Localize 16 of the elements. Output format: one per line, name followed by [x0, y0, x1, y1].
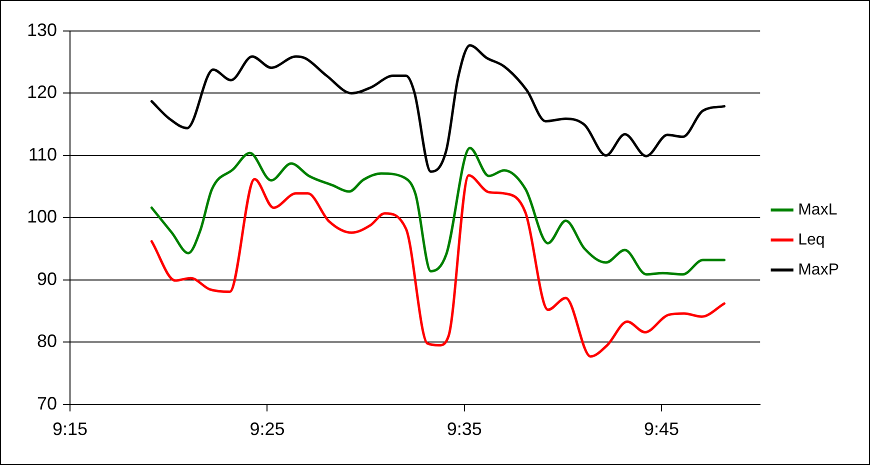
y-tick-label: 130 — [26, 20, 58, 40]
y-tick-label: 100 — [26, 206, 58, 227]
y-tick-label: 120 — [26, 82, 58, 102]
line-series — [150, 174, 726, 358]
y-tick-label: 90 — [37, 268, 58, 289]
x-tick-label: 9:25 — [250, 419, 285, 440]
y-tick-label: 80 — [37, 331, 58, 352]
x-tick-label: 9:45 — [644, 419, 680, 440]
x-tick-label: 9:15 — [52, 419, 88, 440]
legend-label: MaxP — [798, 261, 840, 278]
legend-label: MaxL — [798, 201, 838, 218]
line-series — [150, 146, 726, 276]
y-tick-label: 70 — [37, 393, 58, 414]
y-tick-label: 110 — [28, 144, 58, 164]
x-tick-label: 9:35 — [446, 419, 482, 440]
legend-label: Leq — [798, 231, 825, 248]
